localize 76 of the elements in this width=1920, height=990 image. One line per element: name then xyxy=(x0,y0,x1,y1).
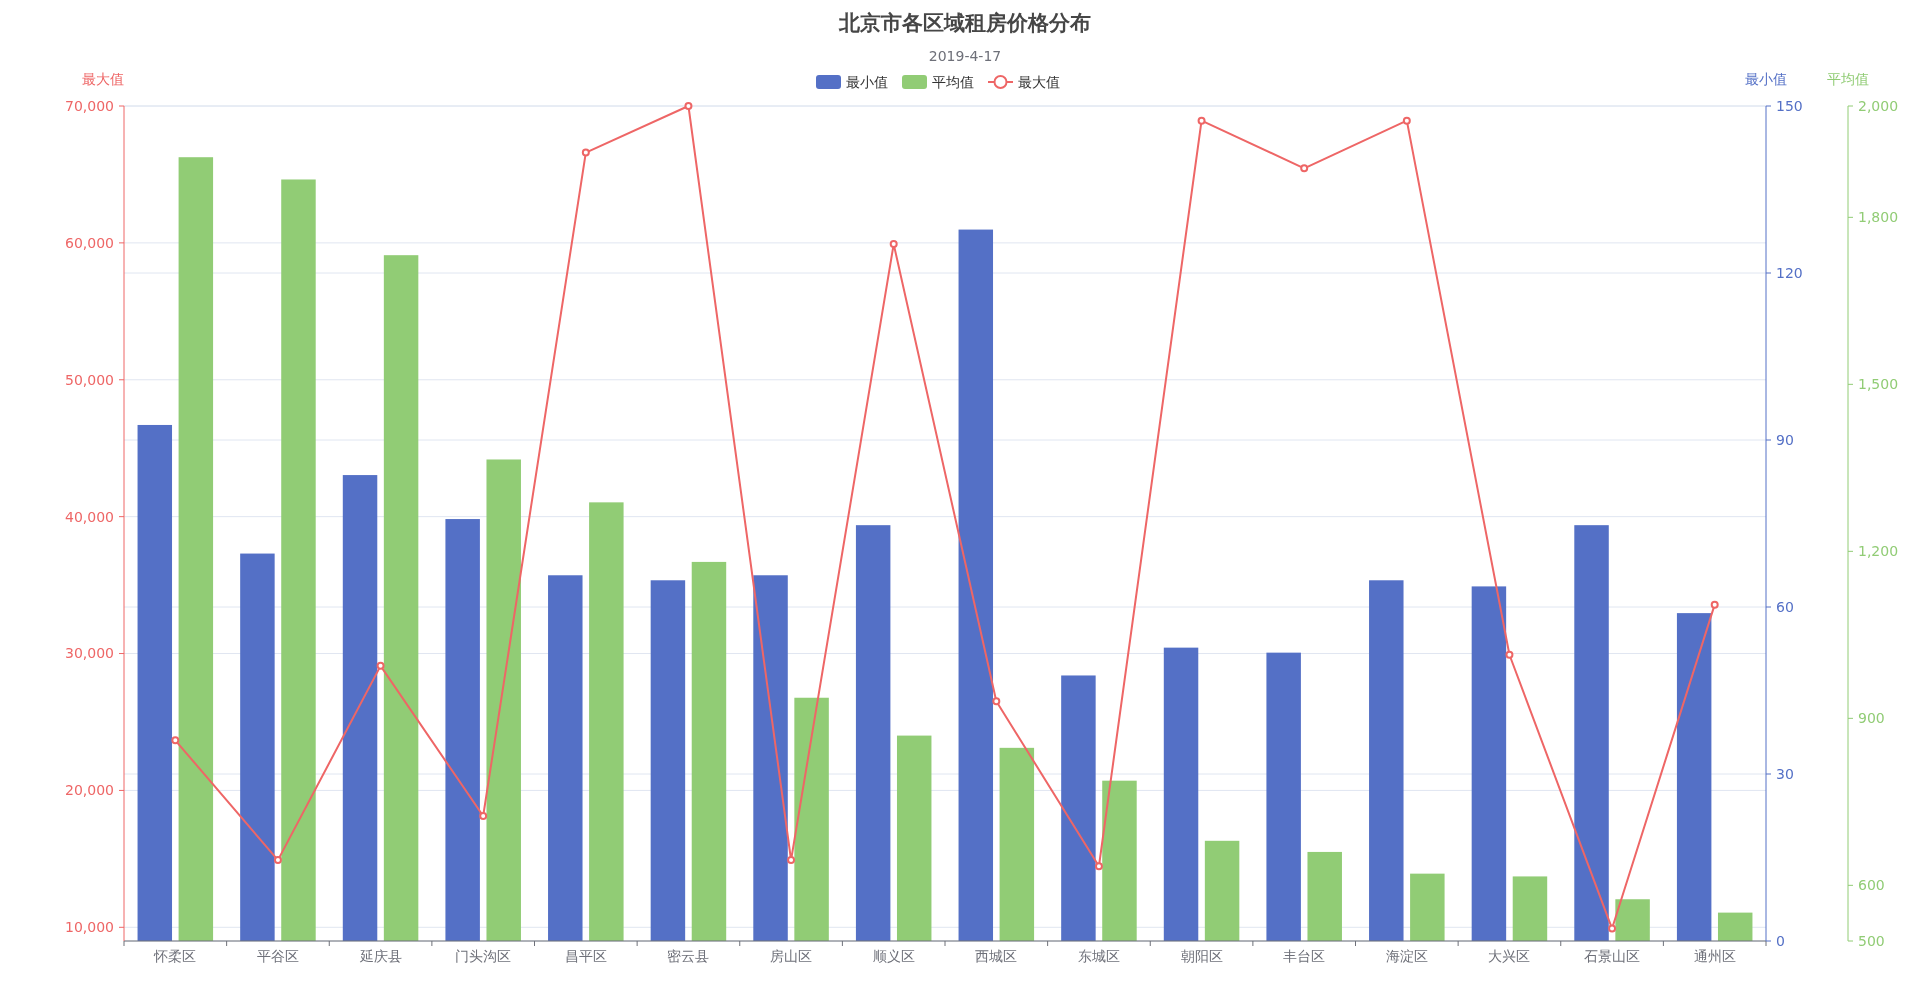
x-tick-label: 昌平区 xyxy=(564,948,607,964)
bar xyxy=(1061,675,1096,941)
x-tick-label: 海淀区 xyxy=(1385,948,1428,964)
y2-tick-label: 30 xyxy=(1776,765,1794,782)
point xyxy=(1402,116,1411,125)
x-tick-label: 顺义区 xyxy=(872,948,915,964)
x-tick-label: 平谷区 xyxy=(256,948,299,964)
y3-tick-label: 1,800 xyxy=(1858,209,1899,226)
bar xyxy=(958,229,994,941)
point xyxy=(273,856,282,865)
y2-tick-label: 150 xyxy=(1776,97,1803,114)
x-tick-label: 房山区 xyxy=(770,948,813,964)
x-tick-label: 东城区 xyxy=(1077,948,1120,964)
bar xyxy=(342,475,378,941)
y2-axis-title: 最小值 xyxy=(1745,71,1787,87)
bar xyxy=(855,525,891,941)
y3-tick-label: 2,000 xyxy=(1858,97,1899,114)
point xyxy=(171,736,180,745)
bar xyxy=(1266,652,1301,941)
x-tick-label: 延庆县 xyxy=(358,948,402,964)
y2-tick-label: 120 xyxy=(1776,264,1803,281)
y3-tick-label: 1,500 xyxy=(1858,376,1899,393)
point xyxy=(1608,924,1617,933)
point xyxy=(479,812,488,821)
x-tick-label: 怀柔区 xyxy=(153,948,197,964)
legend-label: 平均值 xyxy=(932,73,974,90)
point xyxy=(376,661,385,670)
y-tick-label: 50,000 xyxy=(65,371,114,388)
chart-title: 北京市各区域租房价格分布 xyxy=(838,11,1091,35)
y-axis-title: 最大值 xyxy=(82,71,124,87)
x-tick-label: 丰台区 xyxy=(1283,948,1326,964)
y2-tick-label: 90 xyxy=(1776,431,1794,448)
x-tick-label: 大兴区 xyxy=(1488,948,1531,964)
point xyxy=(1197,116,1206,125)
bar xyxy=(1676,613,1712,941)
point xyxy=(1094,862,1103,871)
y3-tick-label: 500 xyxy=(1858,932,1885,949)
x-tick-label: 门头沟区 xyxy=(455,948,512,964)
point xyxy=(992,697,1001,706)
bar xyxy=(240,553,275,941)
legend-label: 最小值 xyxy=(846,73,888,90)
chart-subtitle: 2019-4-17 xyxy=(928,48,1002,64)
bar xyxy=(650,580,686,941)
y3-tick-label: 600 xyxy=(1858,877,1885,894)
x-tick-label: 通州区 xyxy=(1693,948,1736,964)
legend-label: 最大值 xyxy=(1018,73,1060,90)
y2-tick-label: 60 xyxy=(1776,598,1794,615)
point xyxy=(1505,650,1514,659)
y3-tick-label: 900 xyxy=(1858,710,1885,727)
y-tick-label: 40,000 xyxy=(65,508,114,525)
x-tick-label: 西城区 xyxy=(975,948,1018,964)
y-tick-label: 20,000 xyxy=(65,782,114,799)
bar xyxy=(1471,586,1507,941)
bar xyxy=(1369,580,1404,941)
bar xyxy=(445,519,480,941)
y-tick-label: 10,000 xyxy=(65,919,114,936)
bar xyxy=(753,575,788,941)
y2-tick-label: 0 xyxy=(1776,932,1785,949)
point xyxy=(1300,164,1309,173)
bar xyxy=(548,575,583,941)
y3-tick-label: 1,200 xyxy=(1858,543,1899,560)
y-tick-label: 70,000 xyxy=(65,97,114,114)
bar xyxy=(137,424,173,941)
bar xyxy=(1574,525,1609,941)
point xyxy=(787,856,796,865)
y-tick-label: 60,000 xyxy=(65,234,114,251)
point xyxy=(684,102,693,110)
x-tick-label: 密云县 xyxy=(667,948,710,964)
point xyxy=(581,148,590,157)
point xyxy=(1710,600,1719,609)
bar xyxy=(1163,647,1199,941)
y-tick-label: 30,000 xyxy=(65,645,114,662)
point xyxy=(889,240,898,249)
x-tick-label: 朝阳区 xyxy=(1180,948,1223,964)
x-tick-label: 石景山区 xyxy=(1584,948,1641,964)
y3-axis-title: 平均值 xyxy=(1827,71,1869,87)
